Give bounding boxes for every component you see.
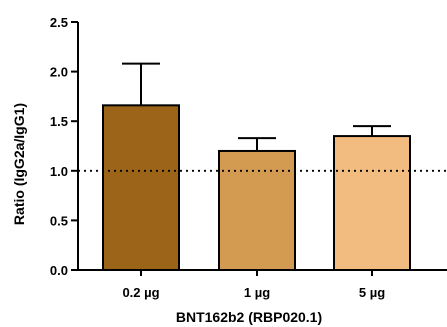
y-tick-label: 1.5 [50,114,68,129]
bar [218,149,296,272]
error-bars [122,62,391,151]
bars [102,104,411,272]
y-tick-label: 0.0 [50,263,68,278]
y-tick-label: 1.0 [50,164,68,179]
y-axis-ticks: 0.0 0.5 1.0 1.5 2.0 2.5 [50,15,78,278]
bar [102,104,180,271]
y-tick-label: 2.0 [50,65,68,80]
y-tick-label: 0.5 [50,213,68,228]
x-tick-label: 5 µg [359,285,385,300]
x-axis-title: BNT162b2 (RBP020.1) [176,309,322,325]
x-axis-tick-labels: 0.2 µg 1 µg 5 µg [122,270,385,300]
bar [333,135,411,271]
y-tick-label: 2.5 [50,15,68,30]
x-tick-label: 1 µg [244,285,270,300]
y-axis-title: Ratio (IgG2a/IgG1) [11,103,27,225]
x-tick-label: 0.2 µg [122,285,159,300]
